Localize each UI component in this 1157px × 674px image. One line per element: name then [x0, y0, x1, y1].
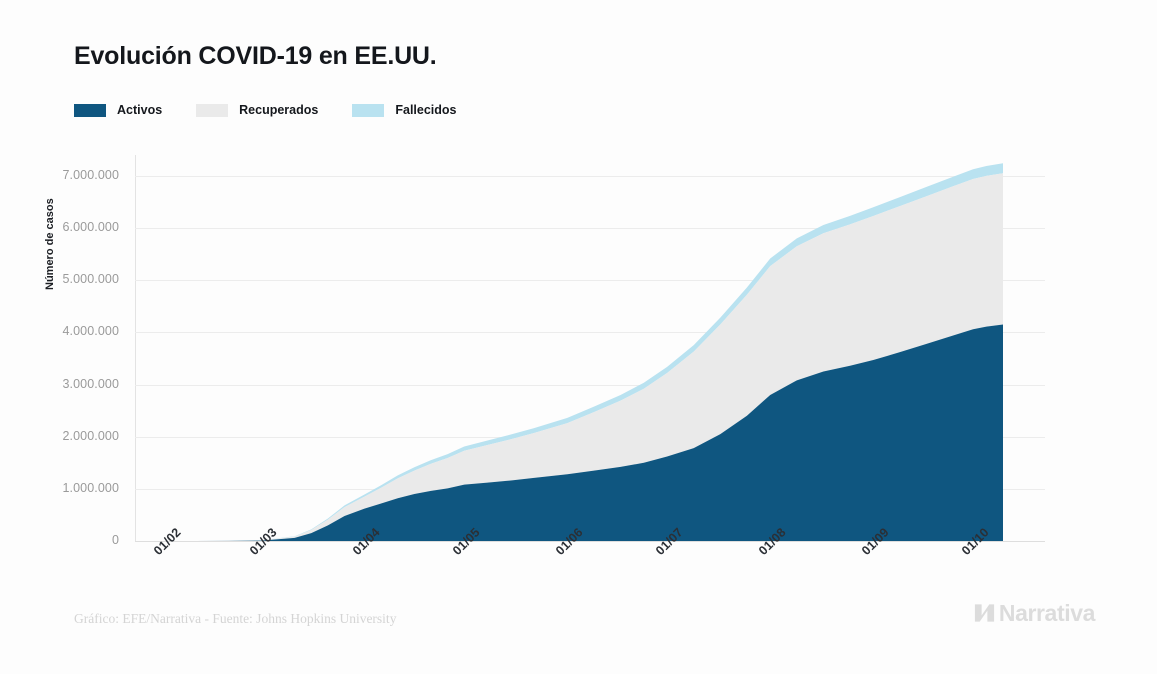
- legend-label: Fallecidos: [395, 103, 457, 117]
- legend-swatch-recuperados: [196, 103, 229, 117]
- gridline: [135, 332, 1045, 334]
- gridline: [135, 175, 1045, 177]
- series-right-edge: [1003, 155, 1004, 541]
- legend-item-activos[interactable]: Activos: [74, 103, 162, 117]
- legend-swatch-fallecidos: [352, 103, 385, 117]
- y-axis-tick-label: 4.000.000: [62, 324, 119, 339]
- y-axis-tick-label: 7.000.000: [62, 167, 119, 182]
- gridline: [135, 384, 1045, 386]
- chart-legend: Activos Recuperados Fallecidos: [74, 103, 491, 117]
- y-axis-tick-label: 3.000.000: [62, 376, 119, 391]
- stacked-area-chart: [135, 155, 1004, 542]
- y-axis-tick-label: 2.000.000: [62, 428, 119, 443]
- y-axis-tick-label: 5.000.000: [62, 272, 119, 287]
- y-axis-line: [135, 155, 136, 542]
- footer-credit: Gráfico: EFE/Narrativa - Fuente: Johns H…: [74, 611, 397, 626]
- gridline: [135, 228, 1045, 230]
- legend-swatch-activos: [74, 103, 106, 117]
- y-axis-tick-label: 1.000.000: [62, 480, 119, 495]
- legend-item-recuperados[interactable]: Recuperados: [196, 103, 318, 117]
- y-axis-title: Número de casos: [44, 198, 56, 290]
- gridline: [135, 541, 1045, 542]
- legend-label: Recuperados: [239, 103, 319, 117]
- page-title: Evolución COVID-19 en EE.UU.: [74, 42, 437, 70]
- legend-label: Activos: [117, 103, 163, 117]
- y-axis-tick-label: 0: [111, 533, 119, 547]
- legend-item-fallecidos[interactable]: Fallecidos: [352, 103, 457, 117]
- area-series-activos: [135, 324, 1003, 541]
- gridline: [135, 280, 1045, 282]
- narrativa-n-icon: [974, 604, 994, 622]
- brand-logo: Narrativa: [973, 601, 1095, 625]
- y-axis-tick-label: 6.000.000: [62, 220, 119, 235]
- area-series-recuperados: [135, 173, 1003, 541]
- brand-name: Narrativa: [998, 599, 1096, 626]
